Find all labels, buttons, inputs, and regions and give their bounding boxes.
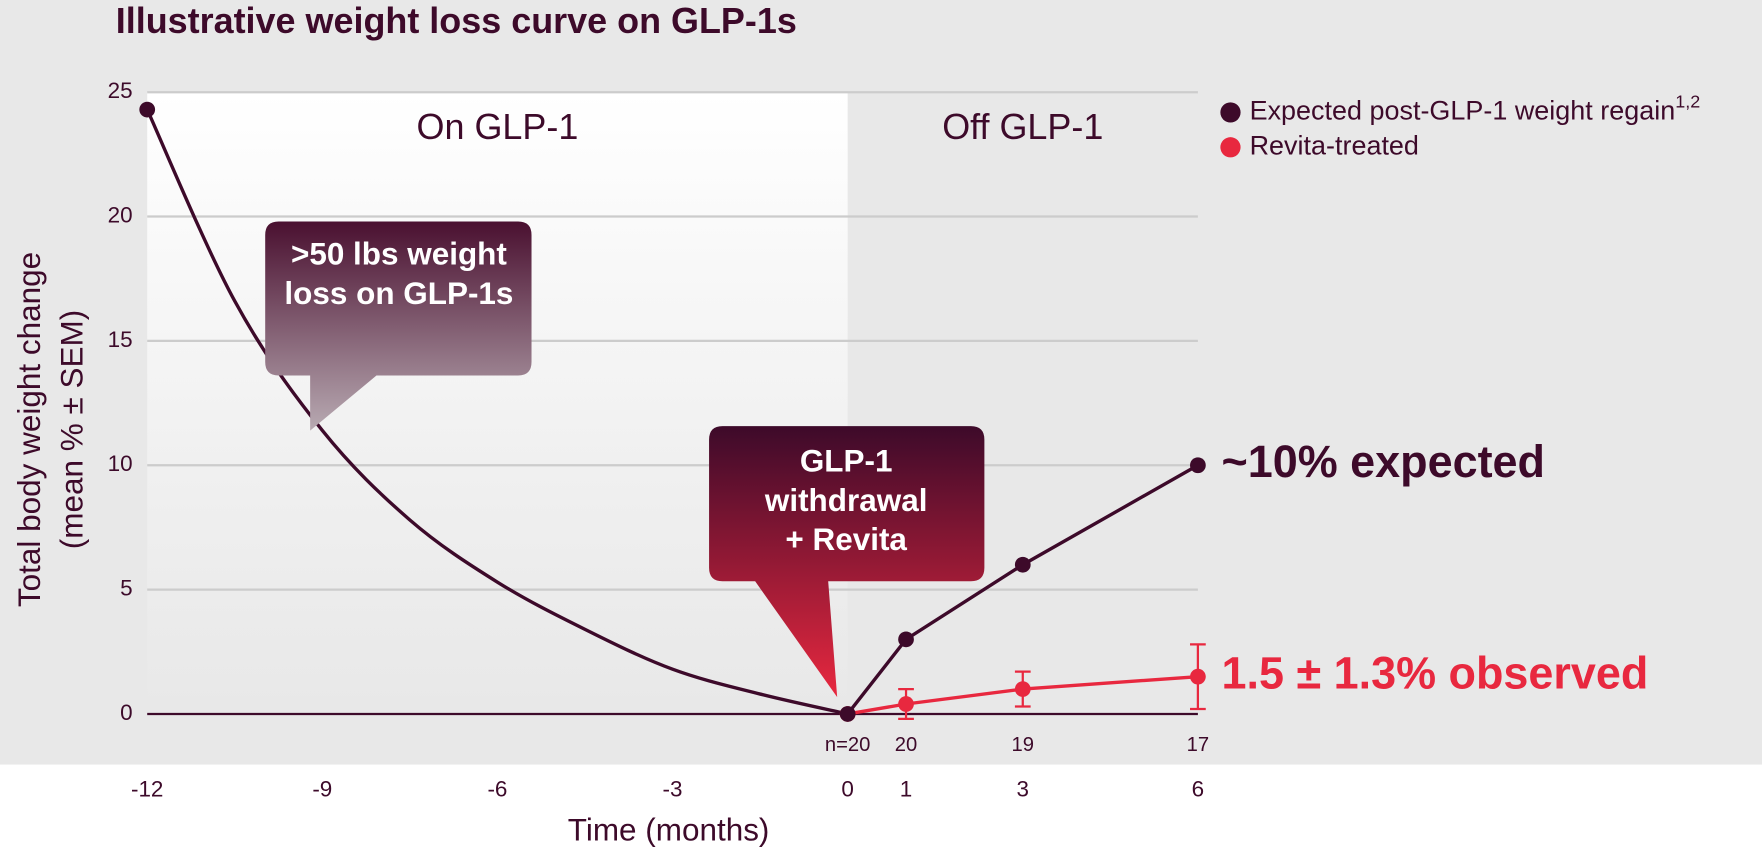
x-tick-label: 1 [900, 776, 912, 801]
plot: On GLP-1 Off GLP-1 0 5 10 15 20 25 -12 -9 -6 -3 0 1 3 6… [108, 78, 1701, 801]
x-tick-label: 0 [841, 776, 853, 801]
x-tick-label: -9 [312, 776, 332, 801]
end-annotation: ~10% expected [1221, 436, 1545, 487]
x-tick-label: 6 [1192, 776, 1204, 801]
glp1-curve [145, 108, 849, 716]
legend-marker [1220, 102, 1241, 123]
y-tick-label: 15 [108, 327, 133, 352]
region-label: On GLP-1 [417, 106, 579, 147]
y-axis-label: (mean % ± SEM) [54, 310, 89, 549]
y-tick-label: 5 [120, 576, 132, 601]
legend-superscript: 1,2 [1675, 91, 1700, 111]
x-tick-label: -6 [487, 776, 507, 801]
callout-text: + Revita [785, 522, 907, 557]
series-point [1190, 668, 1206, 685]
x-tick-label: -12 [131, 776, 163, 801]
y-tick-label: 20 [108, 202, 133, 227]
legend-marker [1220, 137, 1241, 158]
callout-box [709, 426, 985, 698]
legend-label: Expected post-GLP-1 weight regain1,2 [1250, 91, 1701, 126]
series-point [898, 696, 914, 712]
y-tick-label: 10 [108, 451, 133, 476]
end-annotation: 1.5 ± 1.3% observed [1221, 648, 1648, 699]
y-tick-label: 0 [120, 700, 132, 725]
n-label: 20 [895, 734, 917, 756]
n-label: n=20 [825, 734, 871, 756]
callout-text: withdrawal [764, 483, 928, 518]
series-point [1014, 681, 1031, 697]
series-point [898, 631, 914, 648]
legend-label: Revita-treated [1250, 130, 1419, 160]
callout-box [265, 221, 532, 431]
n-label: 17 [1187, 734, 1209, 756]
callout-text: GLP-1 [800, 444, 893, 479]
x-tick-label: 3 [1017, 776, 1029, 801]
x-tick-label: -3 [663, 776, 683, 801]
series-point [1014, 556, 1031, 573]
region-label: Off GLP-1 [942, 106, 1103, 147]
curve-point [139, 101, 156, 118]
n-label: 19 [1012, 734, 1034, 756]
legend-name: Expected post-GLP-1 weight regain [1250, 96, 1676, 126]
series-point [839, 706, 856, 722]
callout-text: loss on GLP-1s [284, 276, 513, 311]
y-tick-label: 25 [108, 78, 133, 103]
legend-name: Revita-treated [1250, 130, 1419, 160]
series-line [847, 674, 1199, 716]
x-axis-label: Time (months) [568, 812, 770, 847]
chart-title: Illustrative weight loss curve on GLP-1s [116, 0, 797, 41]
y-axis-label: Total body weight change [12, 252, 47, 607]
callout-text: >50 lbs weight [291, 237, 507, 272]
region-on [147, 92, 848, 714]
series-line [846, 463, 1199, 715]
series-point [1190, 457, 1206, 474]
